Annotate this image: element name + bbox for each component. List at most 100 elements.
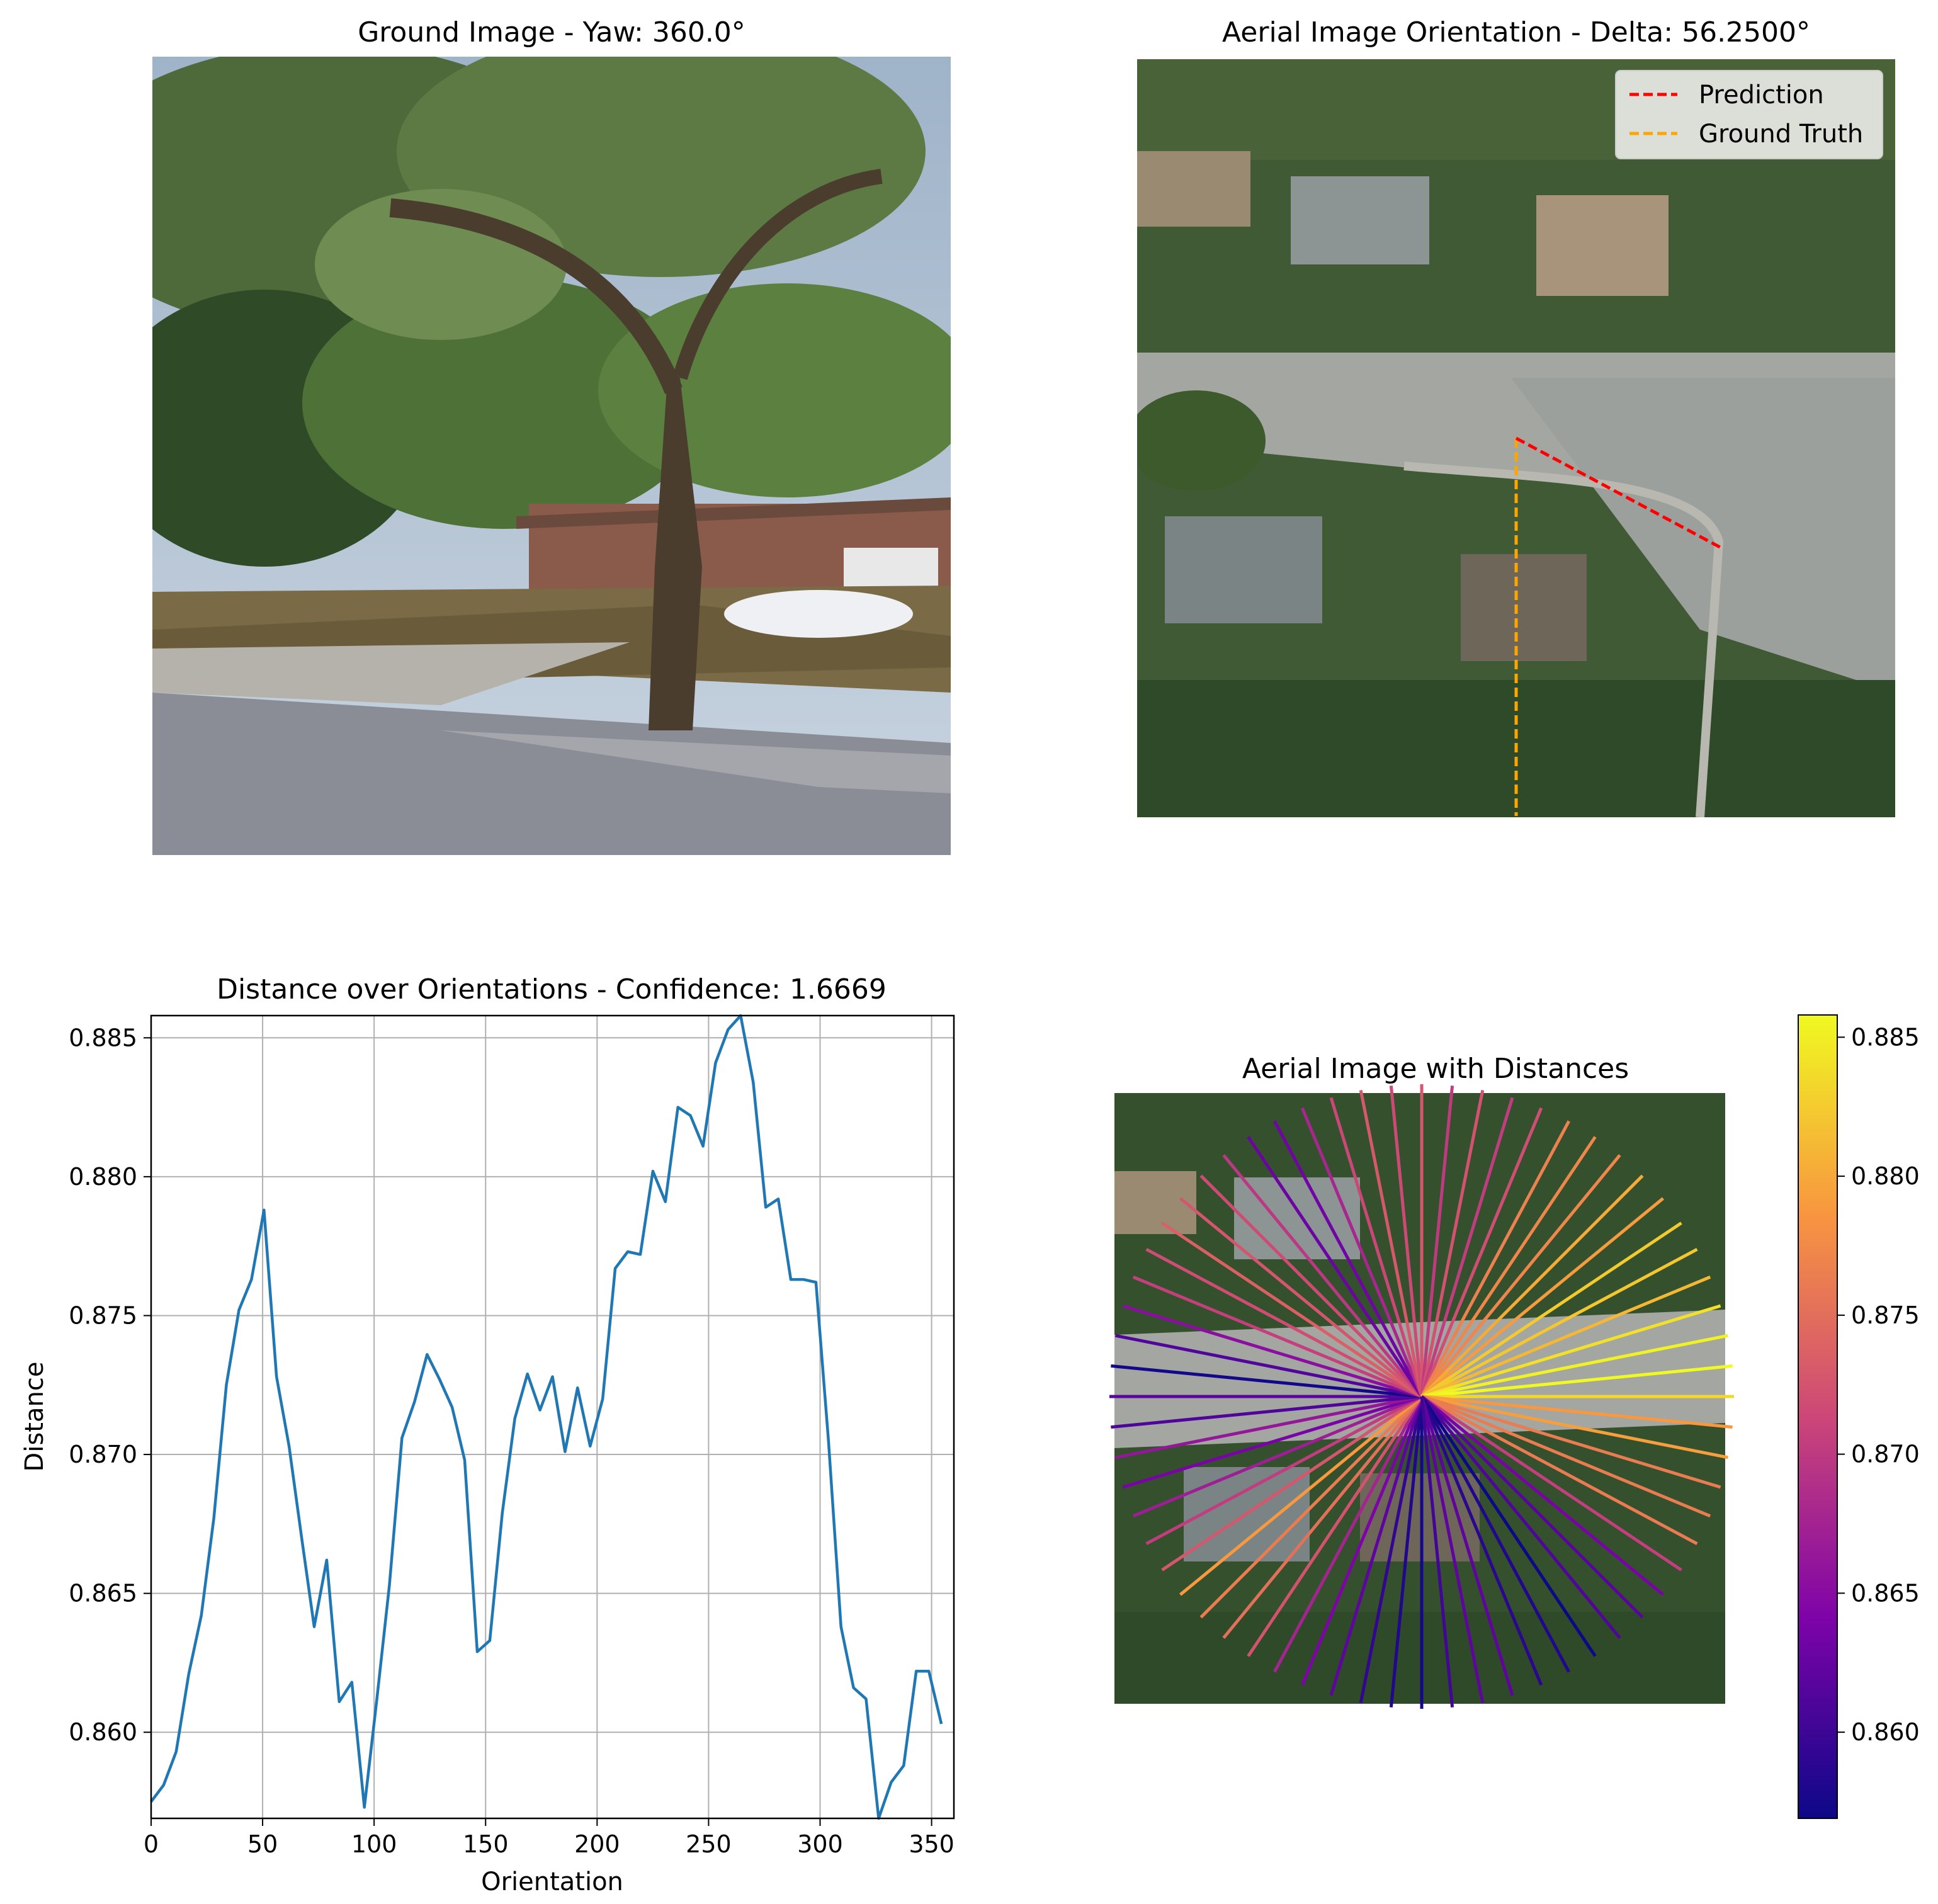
distance-spoke xyxy=(1420,1197,1664,1398)
distance-spoke xyxy=(1420,1396,1454,1708)
distance-spoke xyxy=(1222,1395,1423,1639)
x-tick-label: 50 xyxy=(247,1830,278,1858)
distance-spoke xyxy=(1421,1304,1721,1398)
colorbar-tick-label: 0.880 xyxy=(1851,1162,1920,1190)
y-tick-label: 0.860 xyxy=(69,1718,137,1746)
distance-spoke xyxy=(1145,1247,1423,1398)
distance-spoke xyxy=(1179,1197,1423,1398)
colorbar-tick-label: 0.885 xyxy=(1851,1023,1920,1051)
distance-spoke xyxy=(1421,1395,1711,1518)
distance-spoke xyxy=(1389,1396,1424,1708)
distance-spoke xyxy=(1420,1085,1454,1397)
distance-series-line xyxy=(150,1014,943,1820)
distance-spoke xyxy=(1132,1275,1422,1398)
distance-spoke xyxy=(1420,1136,1597,1398)
y-tick-label: 0.880 xyxy=(69,1163,137,1191)
colorbar-gradient xyxy=(1798,1014,1838,1819)
colorbar: 0.860 0.865 0.870 0.875 0.880 0.885 xyxy=(1798,1014,1920,1819)
distance-spoke xyxy=(1420,1120,1571,1398)
ground-title: Ground Image - Yaw: 360.0° xyxy=(358,16,745,48)
distance-spoke xyxy=(1420,1395,1682,1572)
aerial-legend: Prediction Ground Truth xyxy=(1615,70,1883,159)
y-axis-label: Distance xyxy=(20,1362,49,1472)
distance-spoke xyxy=(1161,1395,1423,1572)
distance-spoke xyxy=(1420,1395,1698,1546)
aerial-title: Aerial Image Orientation - Delta: 56.250… xyxy=(1222,16,1810,48)
distance-spoke xyxy=(1145,1395,1423,1546)
colorbar-tick-label: 0.870 xyxy=(1851,1441,1920,1468)
distance-spoke xyxy=(1420,1396,1543,1686)
prediction-line xyxy=(1515,436,1725,551)
distance-spoke xyxy=(1420,1395,1664,1596)
colorbar-tick-label: 0.875 xyxy=(1851,1301,1920,1329)
distance-spoke xyxy=(1421,1364,1733,1398)
distance-spoke xyxy=(1420,1247,1698,1398)
ground-image xyxy=(152,57,951,855)
distance-spoke xyxy=(1122,1304,1422,1398)
y-tick-label: 0.870 xyxy=(69,1441,137,1468)
colorbar-ticks: 0.860 0.865 0.870 0.875 0.880 0.885 xyxy=(1837,1023,1920,1746)
distance-spoke xyxy=(1421,1395,1721,1489)
distance-spoke xyxy=(1199,1395,1423,1619)
legend-prediction-label: Prediction xyxy=(1699,81,1824,110)
distance-spoke xyxy=(1272,1120,1424,1398)
y-tick-label: 0.875 xyxy=(69,1301,137,1329)
x-tick-label: 0 xyxy=(144,1830,159,1858)
orientation-lines xyxy=(1514,436,1725,816)
x-tick-label: 300 xyxy=(797,1830,843,1858)
distance-spoke xyxy=(1420,1395,1571,1673)
distance-spoke xyxy=(1111,1364,1422,1398)
distance-spoke xyxy=(1421,1395,1728,1459)
distance-spoke xyxy=(1359,1396,1424,1703)
distance-spoke xyxy=(1420,1154,1621,1398)
distance-spoke xyxy=(1420,1107,1543,1397)
distance-spoke xyxy=(1300,1107,1424,1397)
distance-spoke xyxy=(1359,1090,1424,1397)
legend-ground-truth-label: Ground Truth xyxy=(1699,120,1863,149)
distance-spoke xyxy=(1420,1097,1514,1397)
x-tick-label: 150 xyxy=(463,1830,509,1858)
distance-spoke xyxy=(1161,1221,1423,1398)
x-tick-label: 100 xyxy=(351,1830,397,1858)
x-tick-label: 200 xyxy=(574,1830,620,1858)
distance-spoke xyxy=(1199,1174,1423,1398)
distance-spoke xyxy=(1115,1334,1422,1398)
distance-spoke xyxy=(1300,1396,1424,1686)
distance-spoke xyxy=(1420,1395,1621,1639)
axis-ticks: 0 50 100 150 200 250 300 350 0.860 0.865 0.870 0.87… xyxy=(69,1024,955,1858)
distance-title: Distance over Orientations - Confidence:… xyxy=(217,973,887,1006)
distance-spoke xyxy=(1179,1395,1423,1596)
x-tick-label: 250 xyxy=(686,1830,732,1858)
distance-spoke xyxy=(1111,1395,1422,1429)
grid-lines xyxy=(150,1016,954,1818)
aerial-image xyxy=(1137,59,1895,817)
distance-spoke xyxy=(1420,1395,1597,1657)
distance-spoke xyxy=(1272,1395,1424,1673)
distance-spoke xyxy=(1420,1221,1682,1398)
distance-spoke xyxy=(1420,1090,1485,1397)
distance-spoke xyxy=(1115,1395,1422,1459)
polar-panel: Aerial Image with Distances 0.8600.8650.… xyxy=(1109,1014,1920,1819)
distance-spoke xyxy=(1421,1334,1728,1398)
plot-frame xyxy=(150,1014,955,1820)
colorbar-tick-label: 0.865 xyxy=(1851,1579,1920,1607)
x-tick-label: 350 xyxy=(909,1830,955,1858)
distance-spoke xyxy=(1389,1085,1424,1397)
distance-spoke xyxy=(1329,1097,1424,1397)
colorbar-tick-label: 0.860 xyxy=(1851,1718,1920,1746)
distance-spoke xyxy=(1420,1174,1644,1398)
x-axis-label: Orientation xyxy=(481,1867,623,1896)
distance-spoke xyxy=(1329,1396,1424,1696)
distance-spoke xyxy=(1132,1395,1422,1518)
distance-spoke xyxy=(1122,1395,1422,1489)
distance-spoke xyxy=(1420,1396,1514,1696)
distance-spoke xyxy=(1421,1395,1733,1429)
distance-spoke xyxy=(1421,1275,1711,1398)
distance-spoke xyxy=(1420,1395,1644,1619)
y-tick-label: 0.865 xyxy=(69,1580,137,1607)
distance-chart: Distance over Orientations - Confidence:… xyxy=(20,973,955,1896)
polar-title: Aerial Image with Distances xyxy=(1242,1053,1629,1085)
aerial-panel: Aerial Image Orientation - Delta: 56.250… xyxy=(1137,16,1895,817)
distance-spoke xyxy=(1247,1136,1424,1398)
